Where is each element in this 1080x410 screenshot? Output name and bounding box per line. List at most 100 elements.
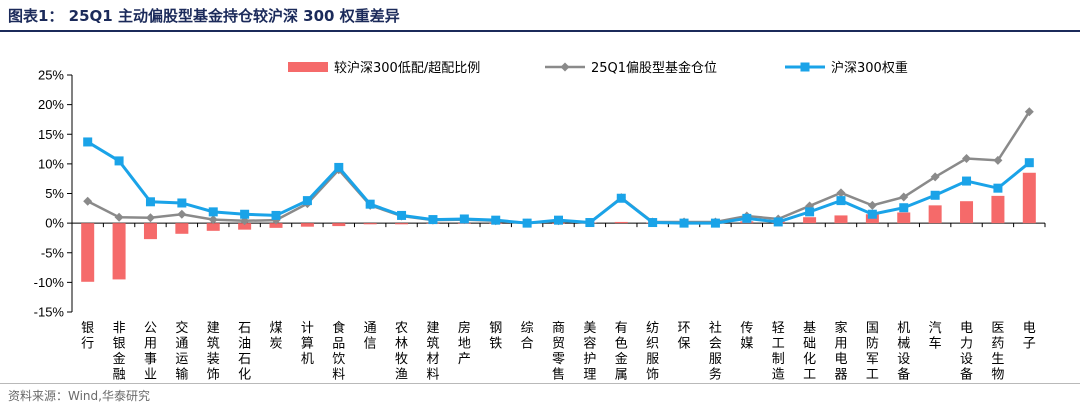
footer-divider [0,383,1080,384]
y-tick-label: -10% [34,275,65,290]
bar-机械设备 [897,212,911,224]
chart-axes: -15% -10% -5% 0% 5% 10% 15% 20% 25% 银行 非银金融 公用事业 交通运… [34,68,1046,380]
point-煤炭 [271,210,281,220]
point-建筑材料 [428,215,438,225]
category-label: 基础化工 [803,321,816,380]
category-label: 公用事业 [144,321,157,380]
category-label: 通信 [364,321,377,352]
legend-label: 沪深300权重 [831,60,908,76]
point-计算机 [302,196,312,206]
category-label: 纺织服饰 [646,321,659,380]
source-note: 资料来源：Wind,华泰研究 [8,389,150,403]
point-环保 [679,218,689,228]
category-label: 电力设备 [960,321,973,380]
category-label: 汽车 [929,321,942,352]
bar-食品饮料 [332,223,346,227]
point-交通运输 [177,209,187,219]
y-tick-label: -5% [41,245,65,260]
bar-建筑装饰 [206,223,220,231]
point-汽车 [930,190,940,200]
bar-非银金融 [112,223,126,280]
bar-通信 [363,223,377,225]
category-label: 国防军工 [866,321,879,380]
y-tick-label: 5% [45,186,64,201]
bar-电力设备 [960,201,974,224]
category-label: 农林牧渔 [395,321,408,380]
y-tick-label: -15% [34,305,65,320]
point-机械设备 [899,192,909,202]
category-label: 煤炭 [270,321,283,352]
category-label: 建筑材料 [426,321,439,380]
point-家用电器 [836,188,846,198]
category-label: 医药生物 [991,321,1004,380]
point-机械设备 [899,203,909,213]
point-食品饮料 [334,162,344,172]
y-tick-label: 10% [38,156,64,171]
point-建筑装饰 [208,207,218,217]
line-series [83,107,1034,228]
bar-series [81,172,1036,282]
category-label: 钢铁 [489,321,502,352]
category-label: 轻工制造 [772,321,785,380]
bar-医药生物 [991,195,1005,224]
bar-汽车 [928,205,942,224]
point-电子 [1024,107,1034,117]
bar-公用事业 [143,223,157,240]
point-非银金融 [114,212,124,222]
bar-煤炭 [269,223,283,228]
category-label: 交通运输 [175,320,188,380]
point-有色金属 [616,193,626,203]
point-电力设备 [962,176,972,186]
point-社会服务 [710,218,720,228]
category-label: 美容护理 [583,321,596,380]
point-商贸零售 [554,215,563,225]
bar-石油石化 [238,223,252,230]
category-label: 商贸零售 [552,321,565,380]
point-通信 [365,199,375,209]
category-label: 银行 [81,321,94,352]
category-label: 电子 [1023,321,1036,352]
bar-有色金属 [614,221,628,224]
bar-农林牧渔 [395,223,409,225]
point-轻工制造 [773,217,783,227]
point-医药生物 [993,155,1003,165]
chart-canvas: -15% -10% -5% 0% 5% 10% 15% 20% 25% 银行 非银金融 公用事业 交通运… [34,60,1046,380]
category-label: 非银金融 [113,321,126,380]
category-label: 家用电器 [834,320,847,380]
point-美容护理 [585,218,595,228]
bar-电子 [1022,172,1036,224]
point-国防军工 [867,209,877,219]
legend-marker [800,62,810,72]
legend-label: 较沪深300低配/超配比例 [334,60,480,76]
bar-家用电器 [834,215,848,224]
legend-marker [560,62,570,72]
point-银行 [83,196,93,206]
y-tick-label: 25% [38,68,64,83]
category-label: 社会服务 [709,320,722,380]
legend-swatch [288,62,328,72]
point-基础化工 [805,207,815,217]
category-label: 建筑装饰 [207,321,220,380]
point-非银金融 [114,156,124,166]
series-line-沪深300权重 [86,140,1031,225]
point-纺织服饰 [648,218,658,228]
category-label: 有色金属 [615,321,628,380]
point-医药生物 [993,183,1003,193]
point-建筑装饰 [208,215,218,225]
series-line-25Q1偏股型基金仓位 [87,111,1031,225]
legend-label: 25Q1偏股型基金仓位 [591,60,717,76]
y-tick-label: 0% [45,216,64,231]
category-label: 环保 [678,321,691,352]
point-传媒 [742,213,752,223]
category-label: 机械设备 [897,321,910,380]
category-label: 房地产 [458,320,471,367]
point-农林牧渔 [397,210,407,220]
point-石油石化 [240,209,250,219]
point-汽车 [930,172,940,182]
bar-计算机 [300,223,314,227]
category-label: 计算机 [301,321,314,367]
point-钢铁 [491,215,501,225]
category-label: 食品饮料 [332,320,345,380]
chart-legend: 较沪深300低配/超配比例 25Q1偏股型基金仓位 沪深300权重 [288,60,908,76]
point-银行 [83,137,93,147]
